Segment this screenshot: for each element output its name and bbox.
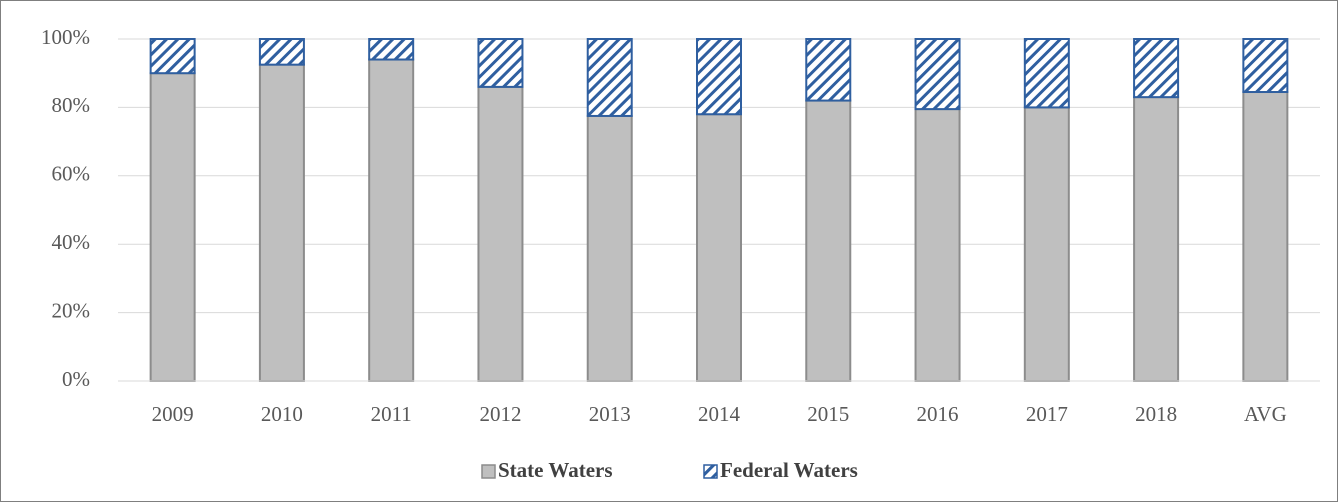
bar-segment <box>368 58 415 383</box>
bar-segment <box>258 38 305 66</box>
bar-segment <box>805 38 852 102</box>
bar-segment <box>1023 38 1070 109</box>
bar-segment <box>1242 38 1289 94</box>
bar-segment <box>149 72 196 382</box>
y-tick-label: 20% <box>52 298 91 322</box>
bar-segment <box>1242 91 1289 382</box>
y-tick-label: 60% <box>52 162 91 186</box>
x-tick-label: 2015 <box>807 402 849 426</box>
bar-segment <box>1133 96 1180 382</box>
x-tick-label: 2009 <box>152 402 194 426</box>
bar-segment <box>258 63 305 383</box>
bar-segment <box>368 38 415 61</box>
x-tick-label: 2013 <box>589 402 631 426</box>
x-tick-label: 2018 <box>1135 402 1177 426</box>
bar-segment <box>1023 106 1070 383</box>
y-tick-label: 80% <box>52 93 91 117</box>
legend-label: Federal Waters <box>720 458 858 482</box>
bar-segment <box>1133 38 1180 99</box>
bar-segment <box>586 114 633 382</box>
bar-segment <box>914 38 961 111</box>
bar-segment <box>477 38 524 88</box>
x-tick-label: 2010 <box>261 402 303 426</box>
bar-segment <box>696 113 742 383</box>
y-tick-label: 0% <box>62 367 90 391</box>
x-tick-label: 2017 <box>1026 402 1068 426</box>
y-tick-label: 100% <box>41 25 90 49</box>
legend-swatch <box>481 464 496 479</box>
legend-swatch <box>703 464 718 479</box>
bar-segment <box>914 108 961 383</box>
bar-segment <box>586 38 633 117</box>
bar-segment <box>805 99 852 382</box>
bar-segment <box>696 38 742 116</box>
legend-label: State Waters <box>498 458 613 482</box>
y-tick-label: 40% <box>52 230 91 254</box>
x-tick-label: 2011 <box>371 402 412 426</box>
x-tick-label: 2012 <box>479 402 521 426</box>
bar-segment <box>149 38 196 75</box>
x-tick-label: AVG <box>1244 402 1287 426</box>
x-tick-label: 2016 <box>917 402 959 426</box>
bar-segment <box>477 85 524 382</box>
x-tick-label: 2014 <box>698 402 741 426</box>
